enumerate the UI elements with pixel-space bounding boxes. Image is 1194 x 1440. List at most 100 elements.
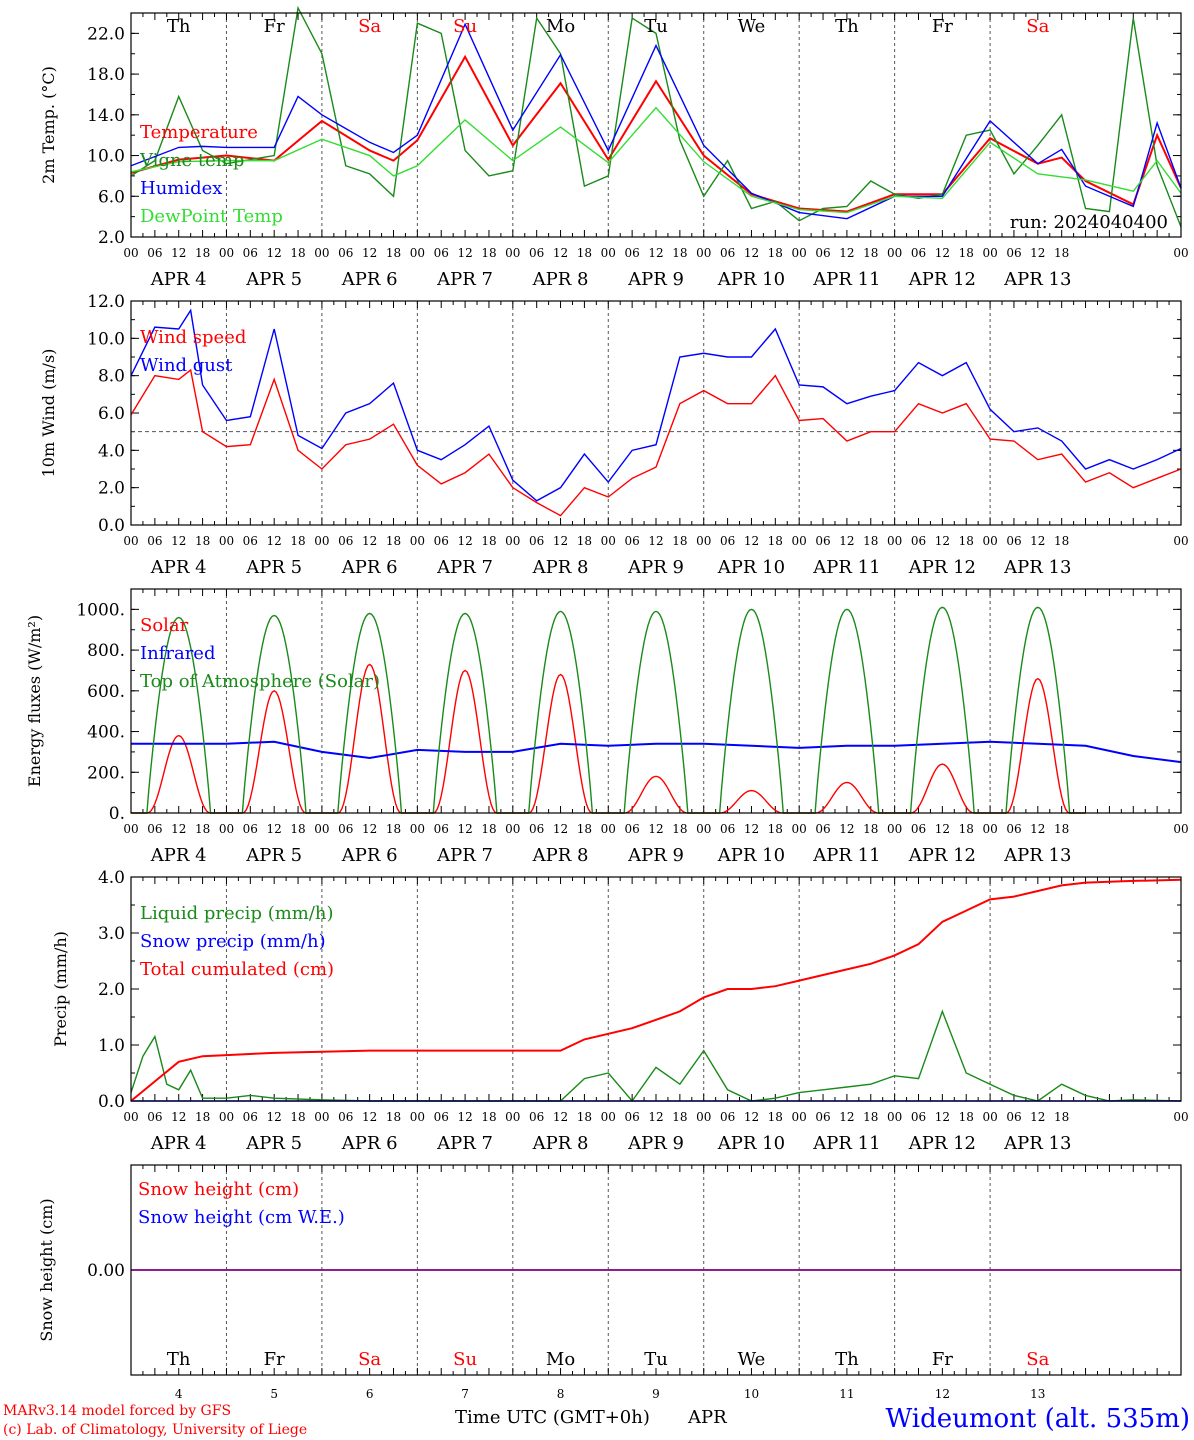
date-label: APR 11 (812, 557, 880, 578)
panel-frame (130, 876, 1182, 1102)
date-label: APR 7 (436, 845, 493, 866)
date-label: APR 13 (1003, 557, 1071, 578)
hour-tick-label: 18 (768, 534, 783, 548)
time-axis-label: Time UTC (GMT+0h) (455, 1407, 650, 1428)
hour-tick-label: 12 (457, 1110, 472, 1124)
y-tick-label: 0.0 (98, 1092, 125, 1112)
hour-tick-label: 12 (839, 534, 854, 548)
date-label: APR 7 (436, 557, 493, 578)
hour-tick-label: 00 (123, 822, 138, 836)
hour-tick-label: 18 (959, 246, 974, 260)
y-tick-label: 12.0 (87, 292, 125, 312)
y-axis-label: Snow height (cm) (37, 1198, 56, 1341)
hour-tick-label: 18 (290, 246, 305, 260)
hour-tick-label: 18 (481, 822, 496, 836)
date-label: APR 5 (245, 557, 302, 578)
hour-tick-label: 06 (720, 822, 735, 836)
hour-tick-label: 06 (243, 246, 258, 260)
y-tick-label: 4.0 (98, 868, 125, 888)
hour-tick-label: 12 (744, 1110, 759, 1124)
day-number: 8 (557, 1387, 565, 1401)
hour-tick-label: 06 (911, 534, 926, 548)
y-tick-label: 400. (87, 723, 125, 743)
hour-tick-label: 12 (839, 246, 854, 260)
hour-tick-label: 18 (1054, 822, 1069, 836)
hour-tick-label: 00 (505, 822, 520, 836)
hour-tick-label: 00 (982, 1110, 997, 1124)
date-label: APR 13 (1003, 845, 1071, 866)
hour-tick-label: 12 (553, 534, 568, 548)
hour-tick-label: 12 (362, 246, 377, 260)
hour-tick-label: 06 (911, 246, 926, 260)
date-label: APR 12 (908, 557, 976, 578)
legend-entry: Infrared (140, 643, 215, 664)
y-tick-label: 10.0 (87, 329, 125, 349)
date-label: APR 4 (150, 269, 207, 290)
hour-tick-label: 06 (624, 534, 639, 548)
date-label: APR 12 (908, 845, 976, 866)
legend-entry: Liquid precip (mm/h) (140, 903, 334, 924)
day-label: Sa (358, 16, 381, 37)
hour-tick-label: 18 (481, 534, 496, 548)
y-tick-label: 0.00 (87, 1261, 125, 1281)
date-label: APR 9 (627, 845, 684, 866)
hour-tick-label: 00 (792, 1110, 807, 1124)
hour-tick-label: 06 (338, 534, 353, 548)
y-tick-label: 800. (87, 641, 125, 661)
day-label: Th (835, 1349, 859, 1370)
hour-tick-label: 06 (147, 534, 162, 548)
hour-tick-label: 12 (1030, 246, 1045, 260)
hour-tick-label: 06 (911, 822, 926, 836)
hour-tick-label: 18 (863, 822, 878, 836)
hour-tick-label: 00 (696, 246, 711, 260)
hour-tick-label: 06 (147, 1110, 162, 1124)
legend-entry: Wind speed (140, 327, 246, 348)
wind-panel: 0.0 2.0 4.0 6.0 8.0 10.0 12.0 10m Wind (m/s) Win… (39, 292, 1189, 578)
hour-tick-label: 00 (505, 246, 520, 260)
day-label: Su (453, 1349, 477, 1370)
hour-tick-label: 18 (195, 1110, 210, 1124)
hour-tick-label: 12 (839, 1110, 854, 1124)
energy-panel: 0. 200. 400. 600. 800. 1000. Energy fluxes (W/… (25, 588, 1189, 866)
date-label: APR 7 (436, 1133, 493, 1154)
hour-tick-label: 12 (267, 534, 282, 548)
hour-tick-label: 12 (553, 1110, 568, 1124)
hour-tick-label: 18 (959, 1110, 974, 1124)
y-tick-label: 200. (87, 763, 125, 783)
day-number: 9 (652, 1387, 660, 1401)
hour-tick-label: 00 (314, 822, 329, 836)
series-dewpoint-temp (130, 106, 1182, 214)
hour-tick-label: 18 (959, 822, 974, 836)
hour-tick-label: 18 (1054, 1110, 1069, 1124)
y-tick-label: 2.0 (98, 228, 125, 248)
hour-tick-label: 00 (505, 1110, 520, 1124)
hour-tick-label: 12 (457, 246, 472, 260)
legend-entry: Snow precip (mm/h) (140, 931, 326, 952)
date-label: APR 6 (341, 269, 398, 290)
hour-tick-label: 12 (1030, 822, 1045, 836)
y-tick-label: 0.0 (98, 516, 125, 536)
hour-tick-label: 00 (1173, 246, 1188, 260)
hour-tick-label: 00 (887, 534, 902, 548)
day-label: Sa (1026, 16, 1049, 37)
hour-tick-label: 00 (219, 1110, 234, 1124)
date-label: APR 9 (627, 269, 684, 290)
hour-tick-label: 18 (768, 246, 783, 260)
hour-tick-label: 12 (362, 822, 377, 836)
day-label: Fr (264, 1349, 285, 1370)
y-axis-label: 10m Wind (m/s) (39, 349, 58, 478)
panel-frame (130, 1164, 1182, 1376)
day-label: Th (167, 1349, 191, 1370)
y-tick-label: 1.0 (98, 1036, 125, 1056)
hour-tick-label: 00 (505, 534, 520, 548)
hour-tick-label: 00 (887, 1110, 902, 1124)
y-tick-label: 14.0 (87, 106, 125, 126)
hour-tick-label: 00 (601, 534, 616, 548)
hour-tick-label: 06 (243, 822, 258, 836)
hour-tick-label: 12 (648, 822, 663, 836)
y-tick-label: 10.0 (87, 147, 125, 167)
series-wind-gust (130, 308, 1182, 502)
hour-tick-label: 18 (863, 246, 878, 260)
date-label: APR 8 (532, 1133, 589, 1154)
day-label: Fr (264, 16, 285, 37)
